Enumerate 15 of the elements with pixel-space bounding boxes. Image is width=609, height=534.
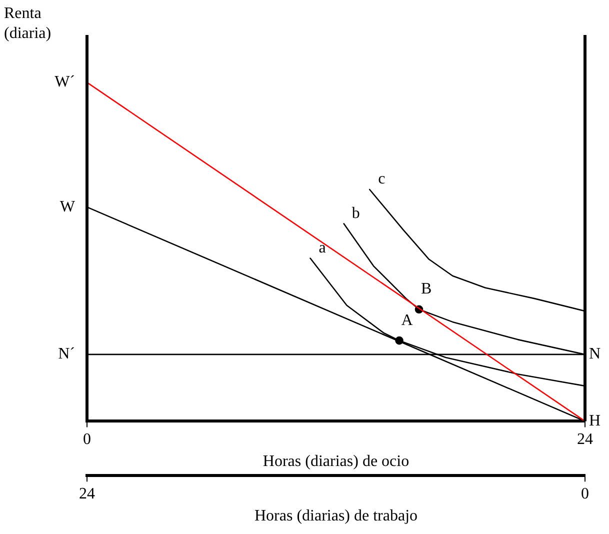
annotation: W´ xyxy=(54,74,75,91)
annotation: c xyxy=(378,170,386,188)
annotation: H xyxy=(589,412,601,430)
annotation: a xyxy=(318,239,326,256)
annotation: A xyxy=(401,312,414,329)
annotation: N xyxy=(589,346,601,363)
x2-tick-label: 0 xyxy=(581,485,589,502)
y-axis-title: Renta (diaria) xyxy=(4,4,52,44)
x-axis-title: Horas (diarias) de ocio xyxy=(262,453,410,470)
annotation: B xyxy=(421,280,432,298)
x2-tick-label: 24 xyxy=(79,485,95,502)
annotation: N´ xyxy=(58,346,75,363)
annotation: W xyxy=(60,198,76,216)
annotation: b xyxy=(352,204,360,222)
x2-axis-title: Horas (diarias) de trabajo xyxy=(254,508,418,525)
